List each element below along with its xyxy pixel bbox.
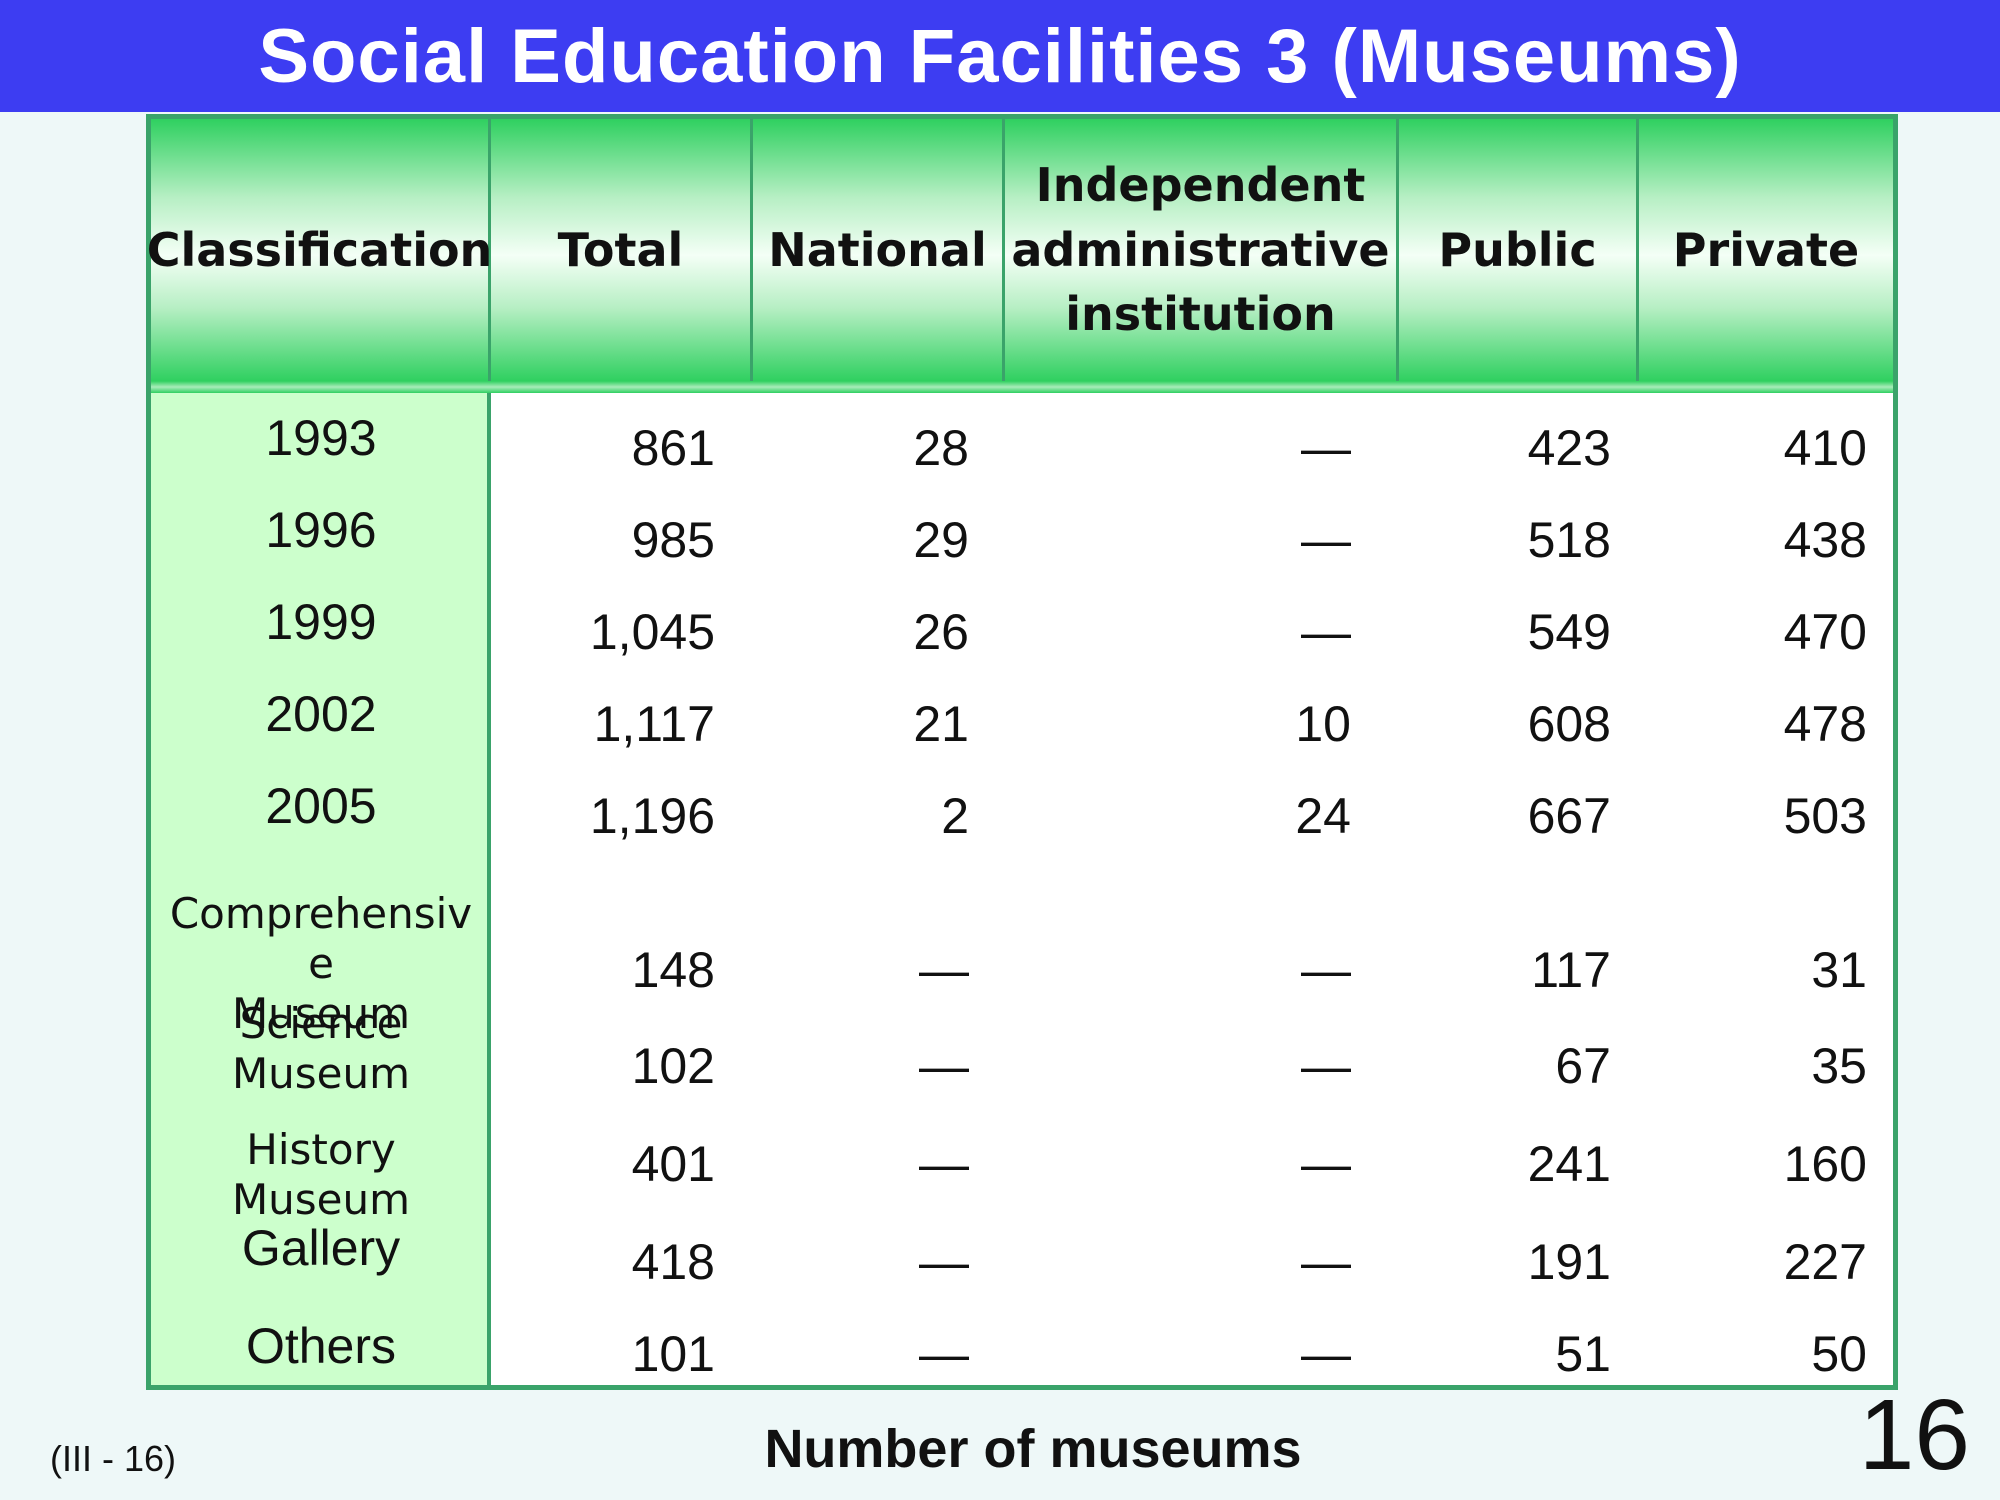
cell-national: — [919, 1234, 969, 1290]
page-title: Social Education Facilities 3 (Museums) [258, 13, 1742, 99]
cell-private: 31 [1811, 942, 1867, 998]
slide-code: (III - 16) [50, 1438, 177, 1479]
cell-total: 102 [631, 1038, 715, 1094]
row-label: 1999 [265, 594, 377, 650]
cell-private: 160 [1783, 1136, 1867, 1192]
row-label-line1: Comprehensiv e [169, 889, 473, 988]
cell-total: 418 [631, 1234, 715, 1290]
cell-public: 608 [1527, 696, 1611, 752]
title-bar: Social Education Facilities 3 (Museums) [0, 0, 2000, 112]
cell-independent: — [1301, 1234, 1351, 1290]
cell-public: 423 [1527, 420, 1611, 476]
cell-total: 861 [631, 420, 715, 476]
header-national: National [753, 119, 1005, 381]
cell-total: 148 [631, 942, 715, 998]
row-label-line2: Museum [231, 1049, 411, 1098]
header-private: Private [1639, 119, 1893, 381]
header-classification-label: Classification [146, 222, 493, 277]
cell-independent: — [1301, 1326, 1351, 1382]
cell-national: — [919, 1136, 969, 1192]
cell-public: 518 [1527, 512, 1611, 568]
cell-private: 50 [1811, 1326, 1867, 1382]
cell-private: 410 [1783, 420, 1867, 476]
row-label: Science Museum [151, 999, 491, 1099]
header-national-label: National [768, 222, 987, 277]
cell-public: 549 [1527, 604, 1611, 660]
header-underline [151, 381, 1893, 393]
cell-independent: — [1301, 1038, 1351, 1094]
cell-public: 667 [1527, 788, 1611, 844]
cell-total: 985 [631, 512, 715, 568]
row-label: 2002 [265, 686, 377, 742]
row-label: 2005 [265, 778, 377, 834]
row-label-line1: Science [239, 999, 403, 1048]
cell-public: 67 [1555, 1038, 1611, 1094]
row-label-line1: History Museum [231, 1125, 411, 1224]
cell-private: 227 [1783, 1234, 1867, 1290]
table-caption: Number of museums [764, 1419, 1302, 1479]
cell-private: 35 [1811, 1038, 1867, 1094]
row-label: Comprehensiv e Museum [151, 889, 491, 1039]
cell-independent: 24 [1295, 788, 1351, 844]
museum-table: Classification Total National Independen… [146, 114, 1898, 1390]
cell-total: 401 [631, 1136, 715, 1192]
header-private-label: Private [1672, 222, 1860, 277]
cell-private: 438 [1783, 512, 1867, 568]
row-label: 1996 [265, 502, 377, 558]
cell-national: 28 [913, 420, 969, 476]
row-label: Gallery [241, 1220, 401, 1276]
cell-public: 241 [1527, 1136, 1611, 1192]
header-public-label: Public [1438, 222, 1597, 277]
cell-national: 26 [913, 604, 969, 660]
cell-total: 1,196 [589, 788, 715, 844]
classification-column [151, 393, 491, 1385]
page-number: 16 [1858, 1379, 1970, 1491]
cell-national: 21 [913, 696, 969, 752]
cell-national: — [919, 1038, 969, 1094]
cell-independent: — [1301, 1136, 1351, 1192]
cell-independent: — [1301, 420, 1351, 476]
cell-national: — [919, 942, 969, 998]
row-label-line2: Museum [231, 989, 411, 1038]
header-total: Total [491, 119, 753, 381]
cell-private: 470 [1783, 604, 1867, 660]
cell-public: 51 [1555, 1326, 1611, 1382]
cell-independent: — [1301, 942, 1351, 998]
cell-total: 1,045 [589, 604, 715, 660]
row-label: 1993 [265, 410, 377, 466]
cell-public: 191 [1527, 1234, 1611, 1290]
cell-national: 29 [913, 512, 969, 568]
cell-total: 1,117 [593, 696, 715, 752]
header-independent-label: Independent administrative institution [1011, 158, 1390, 342]
cell-independent: — [1301, 604, 1351, 660]
cell-national: — [919, 1326, 969, 1382]
row-label: History Museum [151, 1125, 491, 1225]
header-classification: Classification [147, 119, 492, 381]
cell-private: 478 [1783, 696, 1867, 752]
header-total-label: Total [557, 222, 684, 277]
cell-private: 503 [1783, 788, 1867, 844]
cell-independent: 10 [1295, 696, 1351, 752]
cell-total: 101 [631, 1326, 715, 1382]
header-independent: Independent administrative institution [1005, 119, 1399, 381]
cell-public: 117 [1531, 942, 1611, 998]
cell-independent: — [1301, 512, 1351, 568]
row-label: Others [245, 1318, 397, 1374]
header-public: Public [1399, 119, 1639, 381]
cell-national: 2 [941, 788, 969, 844]
